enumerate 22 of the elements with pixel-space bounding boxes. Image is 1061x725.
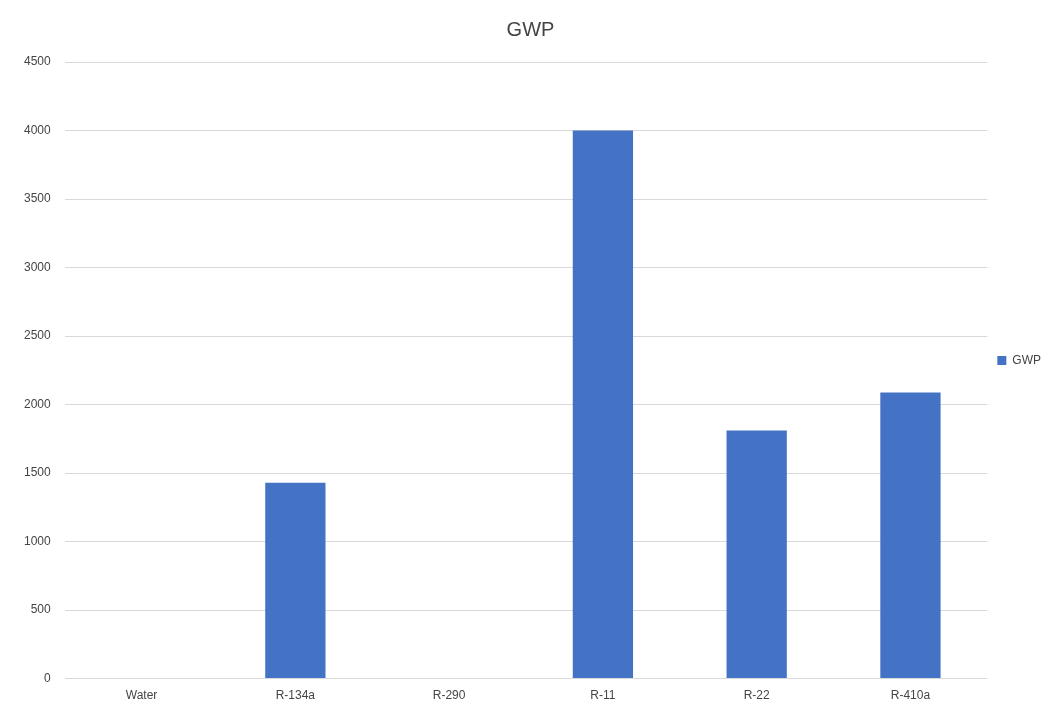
bar xyxy=(880,392,941,679)
bar xyxy=(265,482,326,679)
chart-title: GWP xyxy=(506,17,555,40)
y-tick-label: 4000 xyxy=(23,122,52,137)
legend-label: GWP xyxy=(1012,352,1042,367)
bar xyxy=(726,430,787,679)
x-tick-label: R-410a xyxy=(890,688,931,703)
x-tick-label: R-290 xyxy=(432,688,466,703)
bar xyxy=(572,130,634,679)
x-tick-label: Water xyxy=(125,688,158,703)
y-tick-label: 2500 xyxy=(23,328,52,343)
y-tick-label: 1500 xyxy=(23,465,52,480)
x-tick-label: R-134a xyxy=(275,688,316,703)
y-tick-label: 2000 xyxy=(23,396,52,411)
y-tick-label: 4500 xyxy=(23,54,52,69)
y-tick-label: 3500 xyxy=(23,191,52,206)
y-tick-label: 1000 xyxy=(23,533,52,548)
y-tick-label: 0 xyxy=(44,670,52,685)
x-tick-label: R-22 xyxy=(743,688,770,703)
x-tick-label: R-11 xyxy=(590,688,616,703)
y-tick-label: 3000 xyxy=(23,259,52,274)
y-tick-label: 500 xyxy=(30,602,52,617)
